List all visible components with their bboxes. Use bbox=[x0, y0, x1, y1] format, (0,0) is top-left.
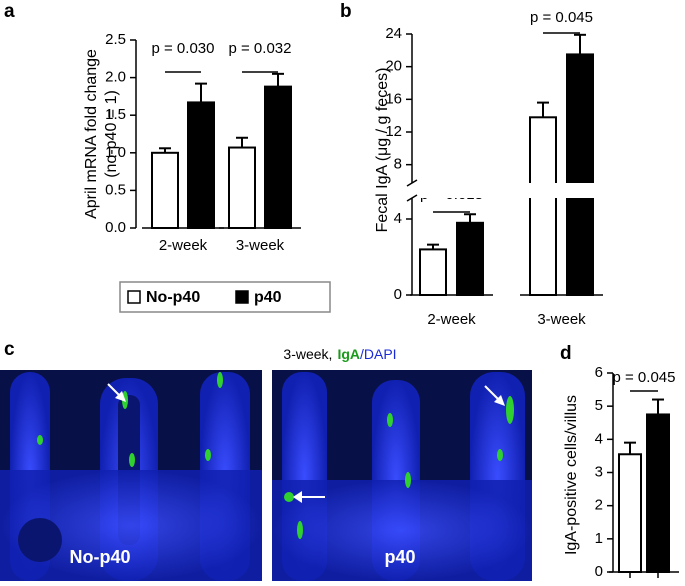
image-label: p40 bbox=[384, 547, 415, 567]
y-tick-label: 6 bbox=[595, 364, 603, 381]
y-tick-label: 8 bbox=[394, 156, 402, 173]
y-tick-label: 0 bbox=[595, 563, 603, 580]
y-tick-label: 4 bbox=[595, 430, 603, 447]
panel-label: d bbox=[560, 343, 572, 364]
p-value: p = 0.045 bbox=[613, 369, 676, 386]
legend-label: No-p40 bbox=[146, 289, 200, 306]
micrograph-right bbox=[272, 370, 532, 581]
title-part: IgA bbox=[337, 346, 360, 362]
y-axis-label-line: IgA-positive cells/villus bbox=[563, 395, 580, 555]
legend-box bbox=[119, 281, 331, 313]
y-tick-label: 0.5 bbox=[105, 181, 126, 198]
legend-swatch bbox=[235, 290, 249, 304]
bar bbox=[618, 453, 642, 573]
bar bbox=[566, 53, 594, 296]
p-value: p = 0.030 bbox=[152, 40, 215, 57]
y-tick-label: 1.5 bbox=[105, 106, 126, 123]
y-tick-label: 24 bbox=[385, 25, 402, 42]
legend-label: p40 bbox=[254, 289, 282, 306]
y-tick-label: 1 bbox=[595, 530, 603, 547]
bar bbox=[151, 151, 179, 229]
x-tick-label: 3-week bbox=[236, 237, 285, 254]
y-axis-label-line: April mRNA fold change bbox=[83, 49, 100, 219]
panel-label: a bbox=[4, 1, 15, 22]
y-tick-label: 2.5 bbox=[105, 31, 126, 48]
y-axis-label: Fecal IgA (μg / g feces) bbox=[374, 68, 391, 233]
bar bbox=[264, 85, 292, 230]
x-tick-label: 2-week bbox=[159, 237, 208, 254]
bar bbox=[456, 221, 484, 296]
x-tick-label: 3-week bbox=[537, 311, 586, 328]
y-axis-label-line: (no-p40 = 1) bbox=[103, 90, 120, 178]
y-tick-label: 20 bbox=[385, 58, 402, 75]
y-tick-label: 3 bbox=[595, 463, 603, 480]
panel-title: 3-week, IgA/DAPI bbox=[283, 346, 396, 362]
x-tick-label: 2-week bbox=[427, 311, 476, 328]
y-tick-label: 4 bbox=[394, 210, 402, 227]
p-value: p = 0.045 bbox=[530, 9, 593, 26]
title-part: /DAPI bbox=[360, 346, 397, 362]
bar bbox=[529, 116, 557, 296]
title-part: 3-week, bbox=[283, 346, 332, 362]
panel-label: b bbox=[340, 1, 352, 22]
y-tick-label: 0 bbox=[394, 286, 402, 303]
bar bbox=[646, 413, 670, 574]
y-axis-label: IgA-positive cells/villus bbox=[563, 395, 580, 555]
bar bbox=[419, 248, 447, 296]
y-axis-label-line: Fecal IgA (μg / g feces) bbox=[374, 68, 391, 233]
y-tick-label: 2.0 bbox=[105, 69, 126, 86]
y-tick-label: 2 bbox=[595, 497, 603, 514]
panel-label: c bbox=[4, 339, 15, 360]
legend-swatch bbox=[127, 290, 141, 304]
y-tick-label: 12 bbox=[385, 123, 402, 140]
y-tick-label: 16 bbox=[385, 90, 402, 107]
y-tick-label: 5 bbox=[595, 397, 603, 414]
y-tick-label: 0.0 bbox=[105, 219, 126, 236]
axis-break bbox=[411, 183, 611, 198]
y-axis-label: April mRNA fold change (no-p40 = 1) bbox=[83, 49, 120, 219]
break-mark bbox=[406, 194, 418, 202]
image-label: No-p40 bbox=[69, 547, 130, 567]
bar bbox=[228, 146, 256, 229]
bar bbox=[187, 101, 215, 229]
p-value: p = 0.032 bbox=[229, 40, 292, 57]
break-mark bbox=[406, 179, 418, 187]
y-tick-label: 1.0 bbox=[105, 144, 126, 161]
micrograph-left bbox=[0, 370, 262, 581]
